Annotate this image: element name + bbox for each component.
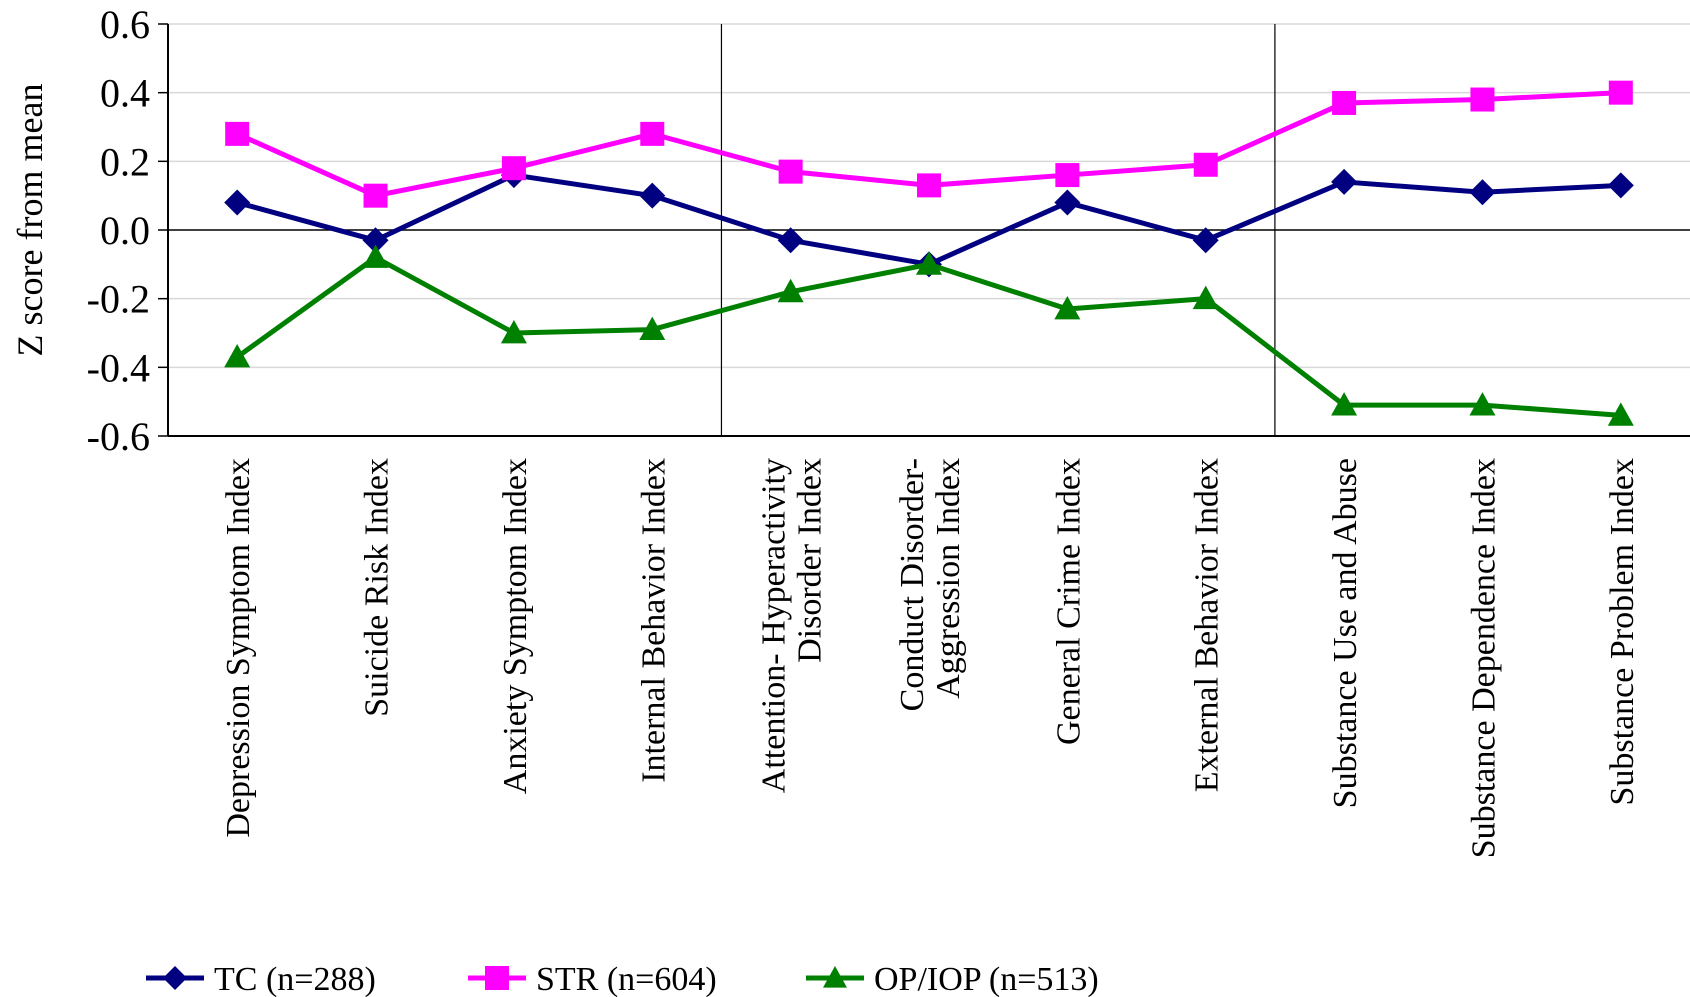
category-label-line: Aggression Index bbox=[930, 458, 967, 699]
series-2 bbox=[225, 80, 1633, 208]
data-point bbox=[1055, 163, 1080, 188]
data-point bbox=[500, 320, 527, 344]
series bbox=[224, 80, 1634, 426]
y-tick-label: 0.6 bbox=[100, 2, 150, 47]
gridlines bbox=[158, 23, 1690, 437]
category-label-line: Substance Use and Abuse bbox=[1327, 458, 1364, 808]
series-line bbox=[235, 254, 1622, 418]
category-label-line: Attention- Hyperactivity bbox=[756, 458, 793, 793]
data-point bbox=[1469, 392, 1496, 416]
data-point bbox=[362, 244, 389, 268]
data-point bbox=[1193, 152, 1218, 177]
y-tick-label: 0.0 bbox=[100, 208, 150, 253]
category-label: Suicide Risk Index bbox=[359, 458, 396, 717]
category-label-line: Substance Dependence Index bbox=[1465, 458, 1502, 858]
category-label: Substance Dependence Index bbox=[1465, 458, 1502, 858]
data-point bbox=[1332, 90, 1357, 115]
y-tick-labels: 0.6 0.4 0.2 0.0 -0.2 -0.4 -0.6 bbox=[87, 2, 150, 459]
legend-item: OP/IOP (n=513) bbox=[806, 961, 1099, 997]
data-point bbox=[639, 182, 666, 209]
data-point bbox=[224, 189, 251, 216]
data-point bbox=[1469, 179, 1496, 206]
legend: TC (n=288) STR (n=604) OP/IOP (n=513) bbox=[146, 961, 1099, 997]
legend-label: TC (n=288) bbox=[214, 961, 376, 997]
data-point bbox=[363, 183, 388, 208]
category-label: Anxiety Symptom Index bbox=[497, 458, 534, 794]
data-point bbox=[1054, 295, 1081, 320]
data-point bbox=[917, 173, 941, 198]
category-label: Depression Symptom Index bbox=[220, 458, 257, 838]
category-label-line: General Crime Index bbox=[1050, 458, 1087, 745]
y-tick-label: -0.4 bbox=[87, 345, 150, 390]
data-point bbox=[1054, 189, 1081, 216]
data-point bbox=[1608, 80, 1633, 105]
data-point bbox=[224, 344, 251, 368]
data-point bbox=[1607, 172, 1634, 199]
y-tick-label: 0.4 bbox=[100, 71, 150, 116]
data-point bbox=[916, 251, 942, 275]
y-tick-label: 0.2 bbox=[100, 139, 150, 184]
data-point bbox=[777, 227, 804, 254]
legend-item: STR (n=604) bbox=[468, 961, 717, 997]
category-labels: Depression Symptom Index Suicide Risk Ind… bbox=[220, 458, 1641, 858]
data-point bbox=[778, 159, 803, 184]
category-label-line: Conduct Disorder- bbox=[894, 458, 931, 711]
y-axis-title: Z score from mean bbox=[10, 84, 50, 357]
y-tick-label: -0.2 bbox=[87, 277, 150, 322]
data-point bbox=[640, 121, 665, 146]
series-3 bbox=[224, 244, 1634, 426]
category-label-line: Internal Behavior Index bbox=[635, 458, 672, 783]
category-label: Substance Problem Index bbox=[1604, 458, 1641, 806]
legend-item: TC (n=288) bbox=[146, 961, 376, 997]
axes bbox=[167, 24, 1690, 437]
category-label-line: Depression Symptom Index bbox=[220, 458, 257, 838]
data-point bbox=[1470, 87, 1495, 112]
category-label-line: Disorder Index bbox=[792, 458, 829, 663]
data-point bbox=[1192, 285, 1219, 310]
legend-label: OP/IOP (n=513) bbox=[874, 961, 1099, 997]
category-label: External Behavior Index bbox=[1189, 458, 1226, 792]
category-label-line: Substance Problem Index bbox=[1604, 458, 1641, 806]
category-label: Substance Use and Abuse bbox=[1327, 458, 1364, 808]
data-point bbox=[501, 156, 526, 181]
category-label-line: External Behavior Index bbox=[1189, 458, 1226, 792]
data-point bbox=[823, 966, 847, 988]
data-point bbox=[1192, 227, 1219, 254]
y-tick-label: -0.6 bbox=[87, 414, 150, 459]
legend-label: STR (n=604) bbox=[536, 961, 717, 997]
category-label-line: Suicide Risk Index bbox=[359, 458, 396, 717]
category-label: General Crime Index bbox=[1050, 458, 1087, 745]
data-point bbox=[1331, 392, 1358, 416]
category-label-line: Anxiety Symptom Index bbox=[497, 458, 534, 794]
category-label: Attention- Hyperactivity Disorder Index bbox=[756, 458, 829, 793]
data-point bbox=[1607, 402, 1634, 426]
category-label: Conduct Disorder- Aggression Index bbox=[894, 458, 967, 711]
data-point bbox=[485, 966, 509, 990]
category-label: Internal Behavior Index bbox=[635, 458, 672, 783]
data-point bbox=[163, 966, 187, 990]
data-point bbox=[225, 121, 250, 146]
data-point bbox=[777, 278, 804, 303]
data-point bbox=[362, 227, 389, 254]
data-point bbox=[639, 316, 666, 340]
data-point bbox=[1331, 168, 1358, 195]
